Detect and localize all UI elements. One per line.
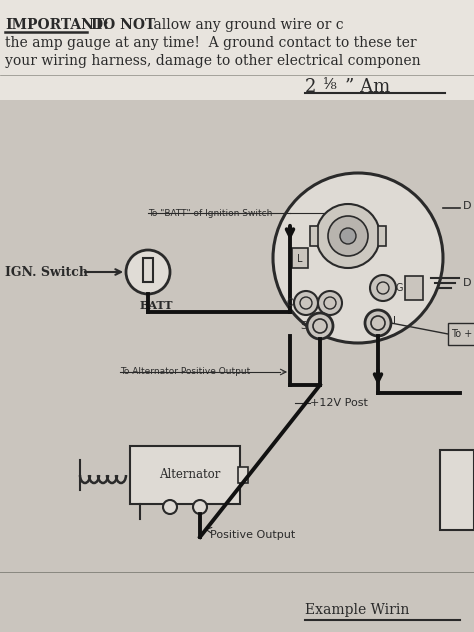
Text: D: D bbox=[463, 278, 472, 288]
Bar bbox=[0, 0, 474, 100]
Text: ¹⁄₈: ¹⁄₈ bbox=[323, 78, 338, 92]
Text: 2: 2 bbox=[305, 78, 322, 96]
Bar bbox=[405, 276, 423, 300]
Text: To "BATT" of Ignition Switch: To "BATT" of Ignition Switch bbox=[148, 209, 273, 217]
Text: +12V Post: +12V Post bbox=[310, 398, 368, 408]
Bar bbox=[238, 467, 248, 483]
Bar bbox=[310, 226, 318, 246]
Bar bbox=[378, 226, 386, 246]
Text: IMPORTANT:: IMPORTANT: bbox=[5, 18, 109, 32]
Text: Positive Output: Positive Output bbox=[210, 530, 295, 540]
Circle shape bbox=[324, 297, 336, 309]
Circle shape bbox=[163, 500, 177, 514]
Text: ” Am: ” Am bbox=[345, 78, 390, 96]
Text: L: L bbox=[297, 254, 303, 264]
Text: D: D bbox=[463, 201, 472, 211]
Circle shape bbox=[377, 282, 389, 294]
Circle shape bbox=[307, 313, 333, 339]
Circle shape bbox=[370, 275, 396, 301]
Bar bbox=[292, 248, 308, 268]
Text: Example Wirin: Example Wirin bbox=[305, 603, 410, 617]
Circle shape bbox=[273, 173, 443, 343]
Text: I: I bbox=[393, 316, 396, 326]
Text: O: O bbox=[286, 298, 294, 308]
Text: To Alternator Positive Output: To Alternator Positive Output bbox=[120, 367, 250, 377]
Text: DO NOT: DO NOT bbox=[91, 18, 155, 32]
Circle shape bbox=[313, 319, 327, 333]
Text: Alternator: Alternator bbox=[159, 468, 221, 482]
Text: To +: To + bbox=[451, 329, 473, 339]
Text: IGN. Switch: IGN. Switch bbox=[5, 265, 88, 279]
Bar bbox=[448, 323, 474, 345]
Circle shape bbox=[193, 500, 207, 514]
Bar bbox=[143, 258, 153, 282]
Text: your wiring harness, damage to other electrical componen: your wiring harness, damage to other ele… bbox=[5, 54, 420, 68]
Text: the amp gauge at any time!  A ground contact to these ter: the amp gauge at any time! A ground cont… bbox=[5, 36, 417, 50]
Text: G: G bbox=[395, 283, 403, 293]
Circle shape bbox=[316, 204, 380, 268]
Circle shape bbox=[340, 228, 356, 244]
Circle shape bbox=[365, 310, 391, 336]
Circle shape bbox=[300, 297, 312, 309]
Circle shape bbox=[371, 316, 385, 330]
Circle shape bbox=[126, 250, 170, 294]
Text: S: S bbox=[301, 321, 307, 331]
Text: allow any ground wire or c: allow any ground wire or c bbox=[149, 18, 344, 32]
Bar bbox=[440, 450, 474, 530]
Text: BATT: BATT bbox=[140, 300, 173, 311]
Bar bbox=[130, 446, 240, 504]
Circle shape bbox=[294, 291, 318, 315]
Circle shape bbox=[328, 216, 368, 256]
Circle shape bbox=[318, 291, 342, 315]
